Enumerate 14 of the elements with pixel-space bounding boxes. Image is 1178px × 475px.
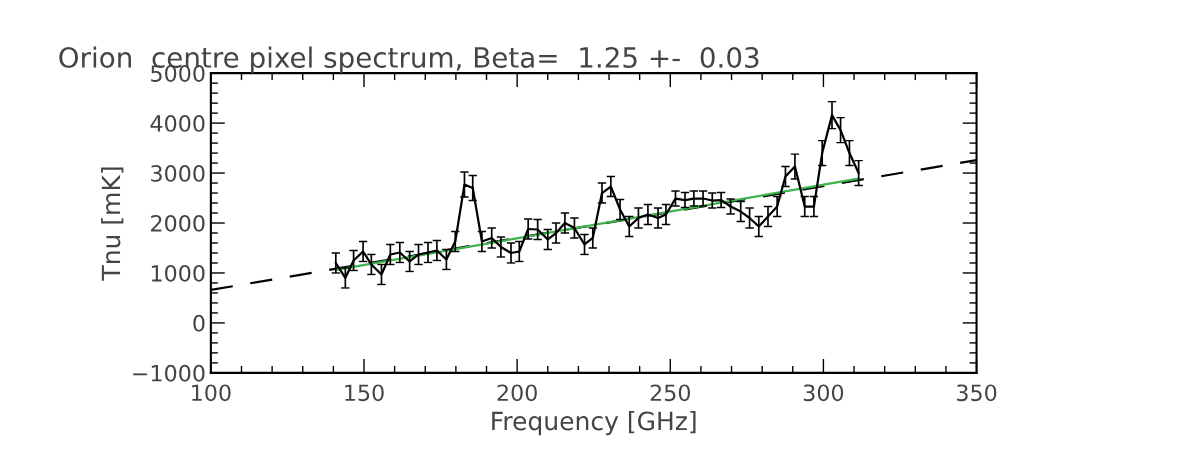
x-tick-label: 150 bbox=[345, 384, 384, 402]
x-axis-title: Frequency [GHz] bbox=[492, 411, 696, 436]
y-tick-label: −1000 bbox=[133, 364, 205, 382]
x-tick-label: 100 bbox=[192, 384, 231, 402]
y-tick-label: 3000 bbox=[151, 165, 205, 182]
y-axis-title: Tnu [mK] bbox=[101, 167, 124, 281]
y-tick-label: 1000 bbox=[151, 264, 205, 282]
x-tick-label: 250 bbox=[650, 384, 691, 402]
x-tick-label: 350 bbox=[957, 384, 997, 402]
y-tick-label: 2000 bbox=[151, 214, 205, 232]
x-tick-label: 200 bbox=[497, 384, 537, 402]
x-tick-label: 300 bbox=[803, 384, 844, 402]
y-tick-label: 4000 bbox=[150, 115, 205, 132]
y-tick-label: 0 bbox=[193, 314, 205, 332]
